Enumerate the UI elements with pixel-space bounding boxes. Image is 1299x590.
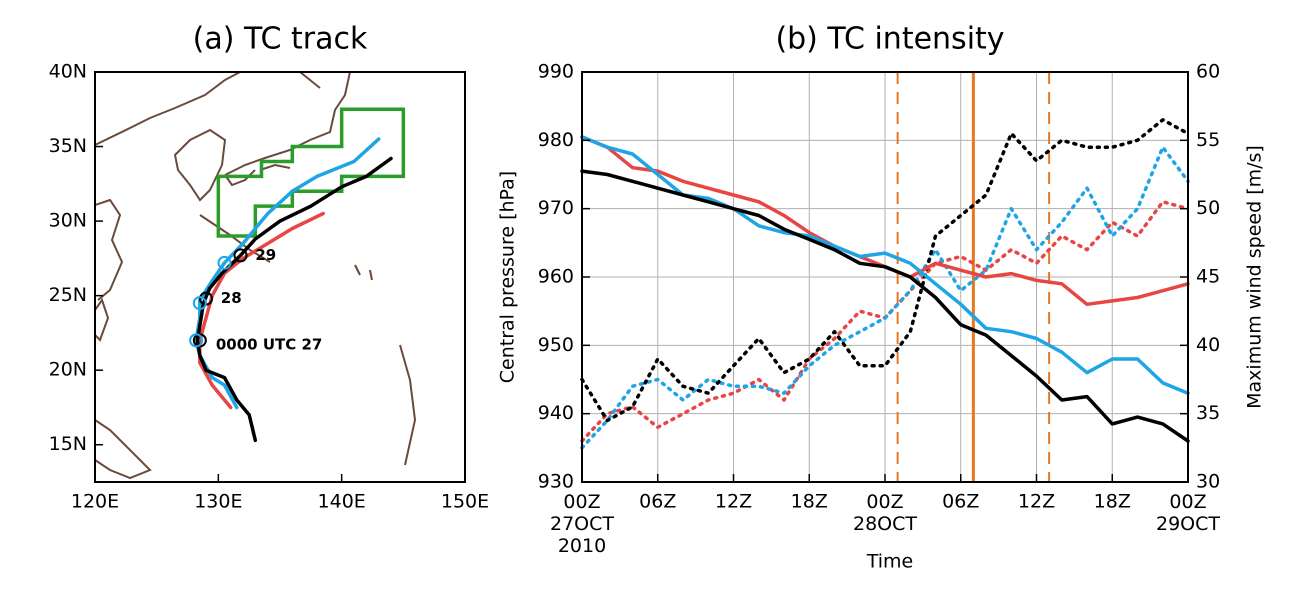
track-marker (217, 255, 232, 270)
x-tick-label: 12Z (715, 491, 752, 513)
panel-b-title: (b) TC intensity (775, 22, 1004, 57)
domain-box (216, 107, 406, 238)
x-tick-label: 12Z (1018, 491, 1055, 513)
x-tick-label: 18Z (1094, 491, 1131, 513)
x-tick-label: 120E (71, 491, 119, 513)
y-tick-label: 970 (538, 197, 574, 219)
y-tick-label: 960 (538, 266, 574, 288)
plot-frame (94, 71, 466, 483)
x-tick-label: 150E (441, 491, 489, 513)
y-tick-label: 990 (538, 61, 574, 83)
y2-axis-label: Maximum wind speed [m/s] (1244, 145, 1266, 409)
y-tick-label: 940 (538, 402, 574, 424)
y-axis-label: Central pressure [hPa] (497, 171, 519, 383)
track-marker (189, 333, 204, 348)
x-tick-label: 00Z 27OCT 2010 (550, 491, 614, 557)
coastlines (95, 72, 417, 480)
annotation: 0000 UTC 27 (216, 335, 323, 353)
panel-a-title: (a) TC track (193, 22, 368, 57)
y2-tick-label: 60 (1196, 61, 1220, 83)
y2-tick-label: 30 (1196, 471, 1220, 493)
y-tick-label: 35N (49, 135, 87, 157)
series-line (580, 118, 1190, 423)
x-tick-label: 06Z (639, 491, 676, 513)
y-tick-label: 30N (49, 210, 87, 232)
series-line (580, 169, 1190, 443)
annotation: 29 (255, 246, 276, 264)
y2-tick-label: 40 (1196, 334, 1220, 356)
y-tick-label: 950 (538, 334, 574, 356)
annotation: 28 (221, 289, 242, 307)
track-marker (233, 248, 248, 263)
x-tick-label: 130E (194, 491, 242, 513)
x-axis-label: Time (866, 551, 914, 573)
y2-tick-label: 50 (1196, 197, 1220, 219)
y-tick-label: 980 (538, 129, 574, 151)
track-marker (192, 296, 207, 311)
series-line (195, 156, 393, 443)
y-tick-label: 15N (49, 433, 87, 455)
series-line (580, 145, 1190, 450)
y2-tick-label: 35 (1196, 402, 1220, 424)
y-tick-label: 930 (538, 471, 574, 493)
y2-tick-label: 55 (1196, 129, 1220, 151)
x-tick-label: 06Z (942, 491, 979, 513)
y-tick-label: 25N (49, 284, 87, 306)
x-tick-label: 18Z (791, 491, 828, 513)
y-tick-label: 40N (49, 61, 87, 83)
y2-tick-label: 45 (1196, 266, 1220, 288)
x-tick-label: 140E (318, 491, 366, 513)
x-tick-label: 00Z 29OCT (1156, 491, 1220, 535)
y-tick-label: 20N (49, 359, 87, 381)
track-marker (192, 333, 207, 348)
x-tick-label: 00Z 28OCT (853, 491, 917, 535)
